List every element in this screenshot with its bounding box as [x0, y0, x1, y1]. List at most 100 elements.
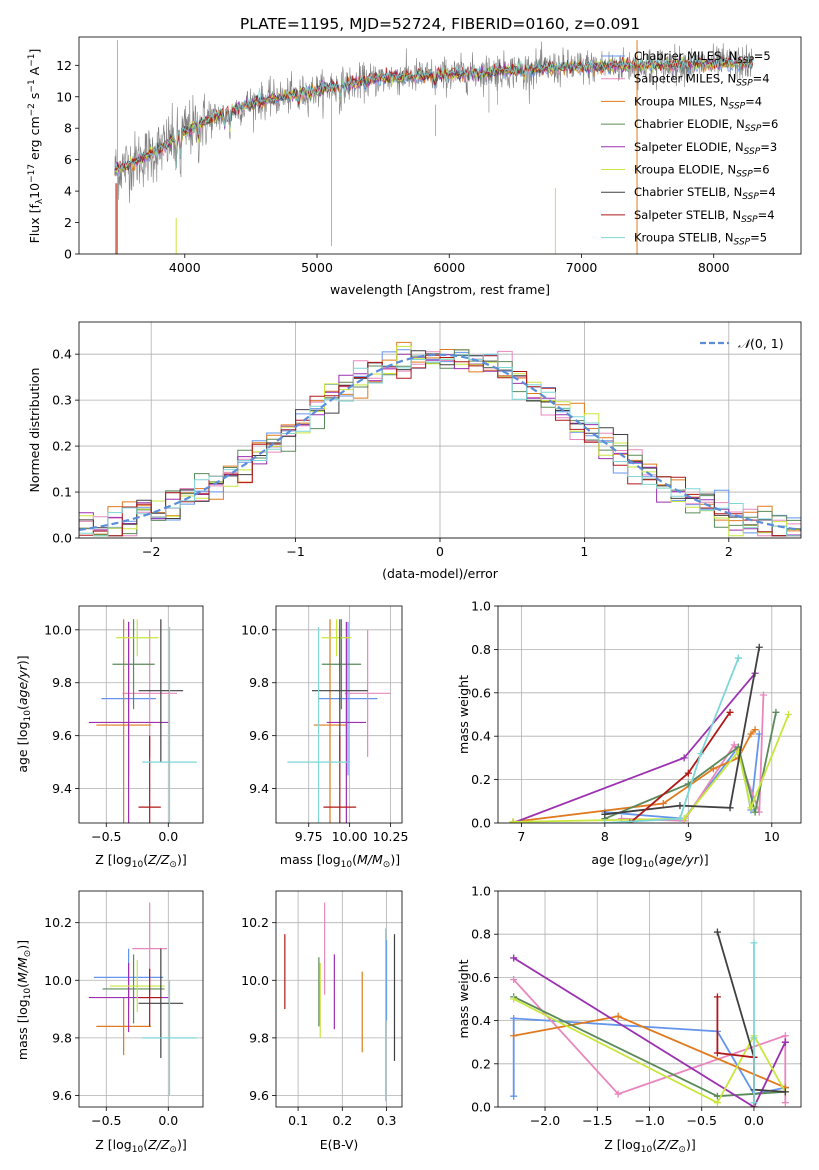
y-tick-label: 0.3: [52, 393, 72, 408]
weight-marker: [509, 818, 517, 823]
weight-marker: [750, 1034, 758, 1042]
x-tick-label: 1: [580, 544, 588, 559]
weight-marker: [601, 810, 609, 818]
y-tick-label: 0.4: [471, 729, 491, 744]
weight-line: [716, 996, 755, 1107]
y-tick-label: 9.6: [52, 728, 72, 743]
mass_weight_vs_age-y-axis-label: mass weight: [456, 675, 471, 754]
legend-entry: Chabrier MILES, NSSP=5: [634, 49, 771, 66]
x-tick-label: 0.0: [158, 1113, 178, 1128]
errorbar-point: [142, 627, 197, 823]
y-tick-label: 0: [64, 247, 72, 262]
x-tick-label: 0.3: [377, 1113, 397, 1128]
errorbar-point: [96, 997, 151, 1056]
x-tick-label: 6000: [433, 260, 465, 275]
x-tick-label: 9: [684, 829, 692, 844]
y-tick-label: 0.2: [52, 439, 72, 454]
legend-entry: Salpeter ELODIE, NSSP=3: [634, 140, 777, 157]
y-tick-label: 0.6: [471, 685, 491, 700]
y-tick-label: 0.8: [471, 642, 491, 657]
x-tick-label: −1: [286, 544, 304, 559]
weight-line: [513, 957, 787, 1107]
age_vs_Z-y-axis-label: age [log10(age/yr)]: [15, 655, 33, 772]
y-tick-label: 10: [56, 89, 72, 104]
x-tick-label: 0.1: [288, 1113, 308, 1128]
weight-marker: [781, 1088, 789, 1096]
errorbar-point: [138, 948, 184, 1059]
weight-marker: [684, 769, 692, 777]
mass-vs-ebv-x-axis-label: E(B-V): [320, 1137, 359, 1152]
residuals-x-axis-label: (data-model)/error: [382, 566, 499, 581]
errorbar-point: [88, 621, 169, 823]
x-tick-label: 10.25: [373, 829, 409, 844]
y-tick-label: 9.4: [249, 781, 269, 796]
errorbar-point: [142, 980, 197, 1096]
x-tick-label: 10: [764, 829, 780, 844]
x-tick-label: 0: [436, 544, 444, 559]
weight-marker: [713, 1092, 721, 1100]
axes-frame: [78, 605, 204, 824]
plot-area: [510, 928, 789, 1107]
weight-series: [713, 928, 789, 1096]
x-tick-label: 0.2: [332, 1113, 352, 1128]
y-tick-label: 9.8: [249, 675, 269, 690]
y-tick-label: 10.2: [44, 915, 72, 930]
weight-marker: [614, 1090, 622, 1098]
y-tick-label: 10.0: [241, 622, 269, 637]
spectrum-x-axis-label: wavelength [Angstrom, rest frame]: [330, 282, 550, 297]
weight-marker: [510, 1032, 518, 1040]
axes-frame: [78, 36, 802, 255]
weight-series: [509, 669, 759, 823]
mass_weight_vs_Z-panel: −2.0 −1.5 −1.0 −0.5 0.0 0.0 0.2 0.4 0.6 0.8 1.0: [471, 884, 802, 1128]
errorbar-point: [110, 960, 165, 1012]
weight-marker: [726, 708, 734, 716]
weight-marker: [697, 750, 705, 758]
weight-marker: [747, 804, 755, 812]
weight-marker: [751, 726, 759, 734]
age-vs-mass-x-axis-label: mass [log10(M/M⊙)]: [280, 852, 400, 870]
errorbar-point: [321, 619, 352, 657]
mass_weight_vs_age-panel: 7 8 9 10 0.0 0.2 0.4 0.6 0.8 1.0: [471, 599, 802, 844]
legend-entry: 𝒩(0, 1): [738, 336, 784, 351]
weight-marker: [713, 1049, 721, 1057]
plot-area: [509, 643, 792, 823]
plot-area: [287, 619, 391, 823]
x-tick-label: 8000: [698, 260, 730, 275]
y-tick-label: 6: [64, 152, 72, 167]
weight-marker: [510, 954, 518, 962]
histogram-series: [79, 353, 801, 538]
mass-weight-vs-age-x-axis-label: age [log10(age/yr)]: [591, 852, 708, 870]
weight-line: [513, 998, 787, 1104]
weight-marker: [750, 939, 758, 947]
weight-marker: [618, 815, 626, 823]
weight-line: [512, 672, 756, 823]
y-tick-label: 1.0: [471, 884, 491, 899]
axes-frame: [497, 890, 802, 1108]
weight-line: [604, 647, 761, 816]
weight-marker: [676, 815, 684, 823]
errorbar-point: [344, 629, 391, 757]
legend-entry: Salpeter MILES, NSSP=4: [634, 72, 770, 89]
weight-line: [716, 931, 786, 1093]
errorbar-point: [102, 954, 165, 1024]
weight-marker: [755, 643, 763, 651]
model-spectrum-line: [114, 56, 753, 171]
mass-weight-vs-Z-x-axis-label: Z [log10(Z/Z⊙)]: [604, 1137, 695, 1155]
weight-marker: [781, 1038, 789, 1046]
y-tick-label: 1.0: [471, 599, 491, 614]
plot-area: [114, 40, 754, 254]
weight-marker: [730, 741, 738, 749]
y-tick-label: 0.6: [471, 970, 491, 985]
weight-marker: [601, 819, 609, 823]
x-tick-label: −0.5: [91, 829, 121, 844]
axes-frame: [275, 890, 403, 1108]
legend-entry: Chabrier STELIB, NSSP=4: [634, 185, 776, 202]
errorbar-point: [138, 735, 161, 823]
errorbar-point: [112, 619, 155, 710]
normal-curve: [79, 353, 801, 531]
weight-marker: [676, 802, 684, 810]
legend-entry: Salpeter STELIB, NSSP=4: [634, 208, 775, 225]
errorbar-point: [116, 619, 159, 657]
x-tick-label: 7000: [566, 260, 598, 275]
weight-marker: [614, 1012, 622, 1020]
